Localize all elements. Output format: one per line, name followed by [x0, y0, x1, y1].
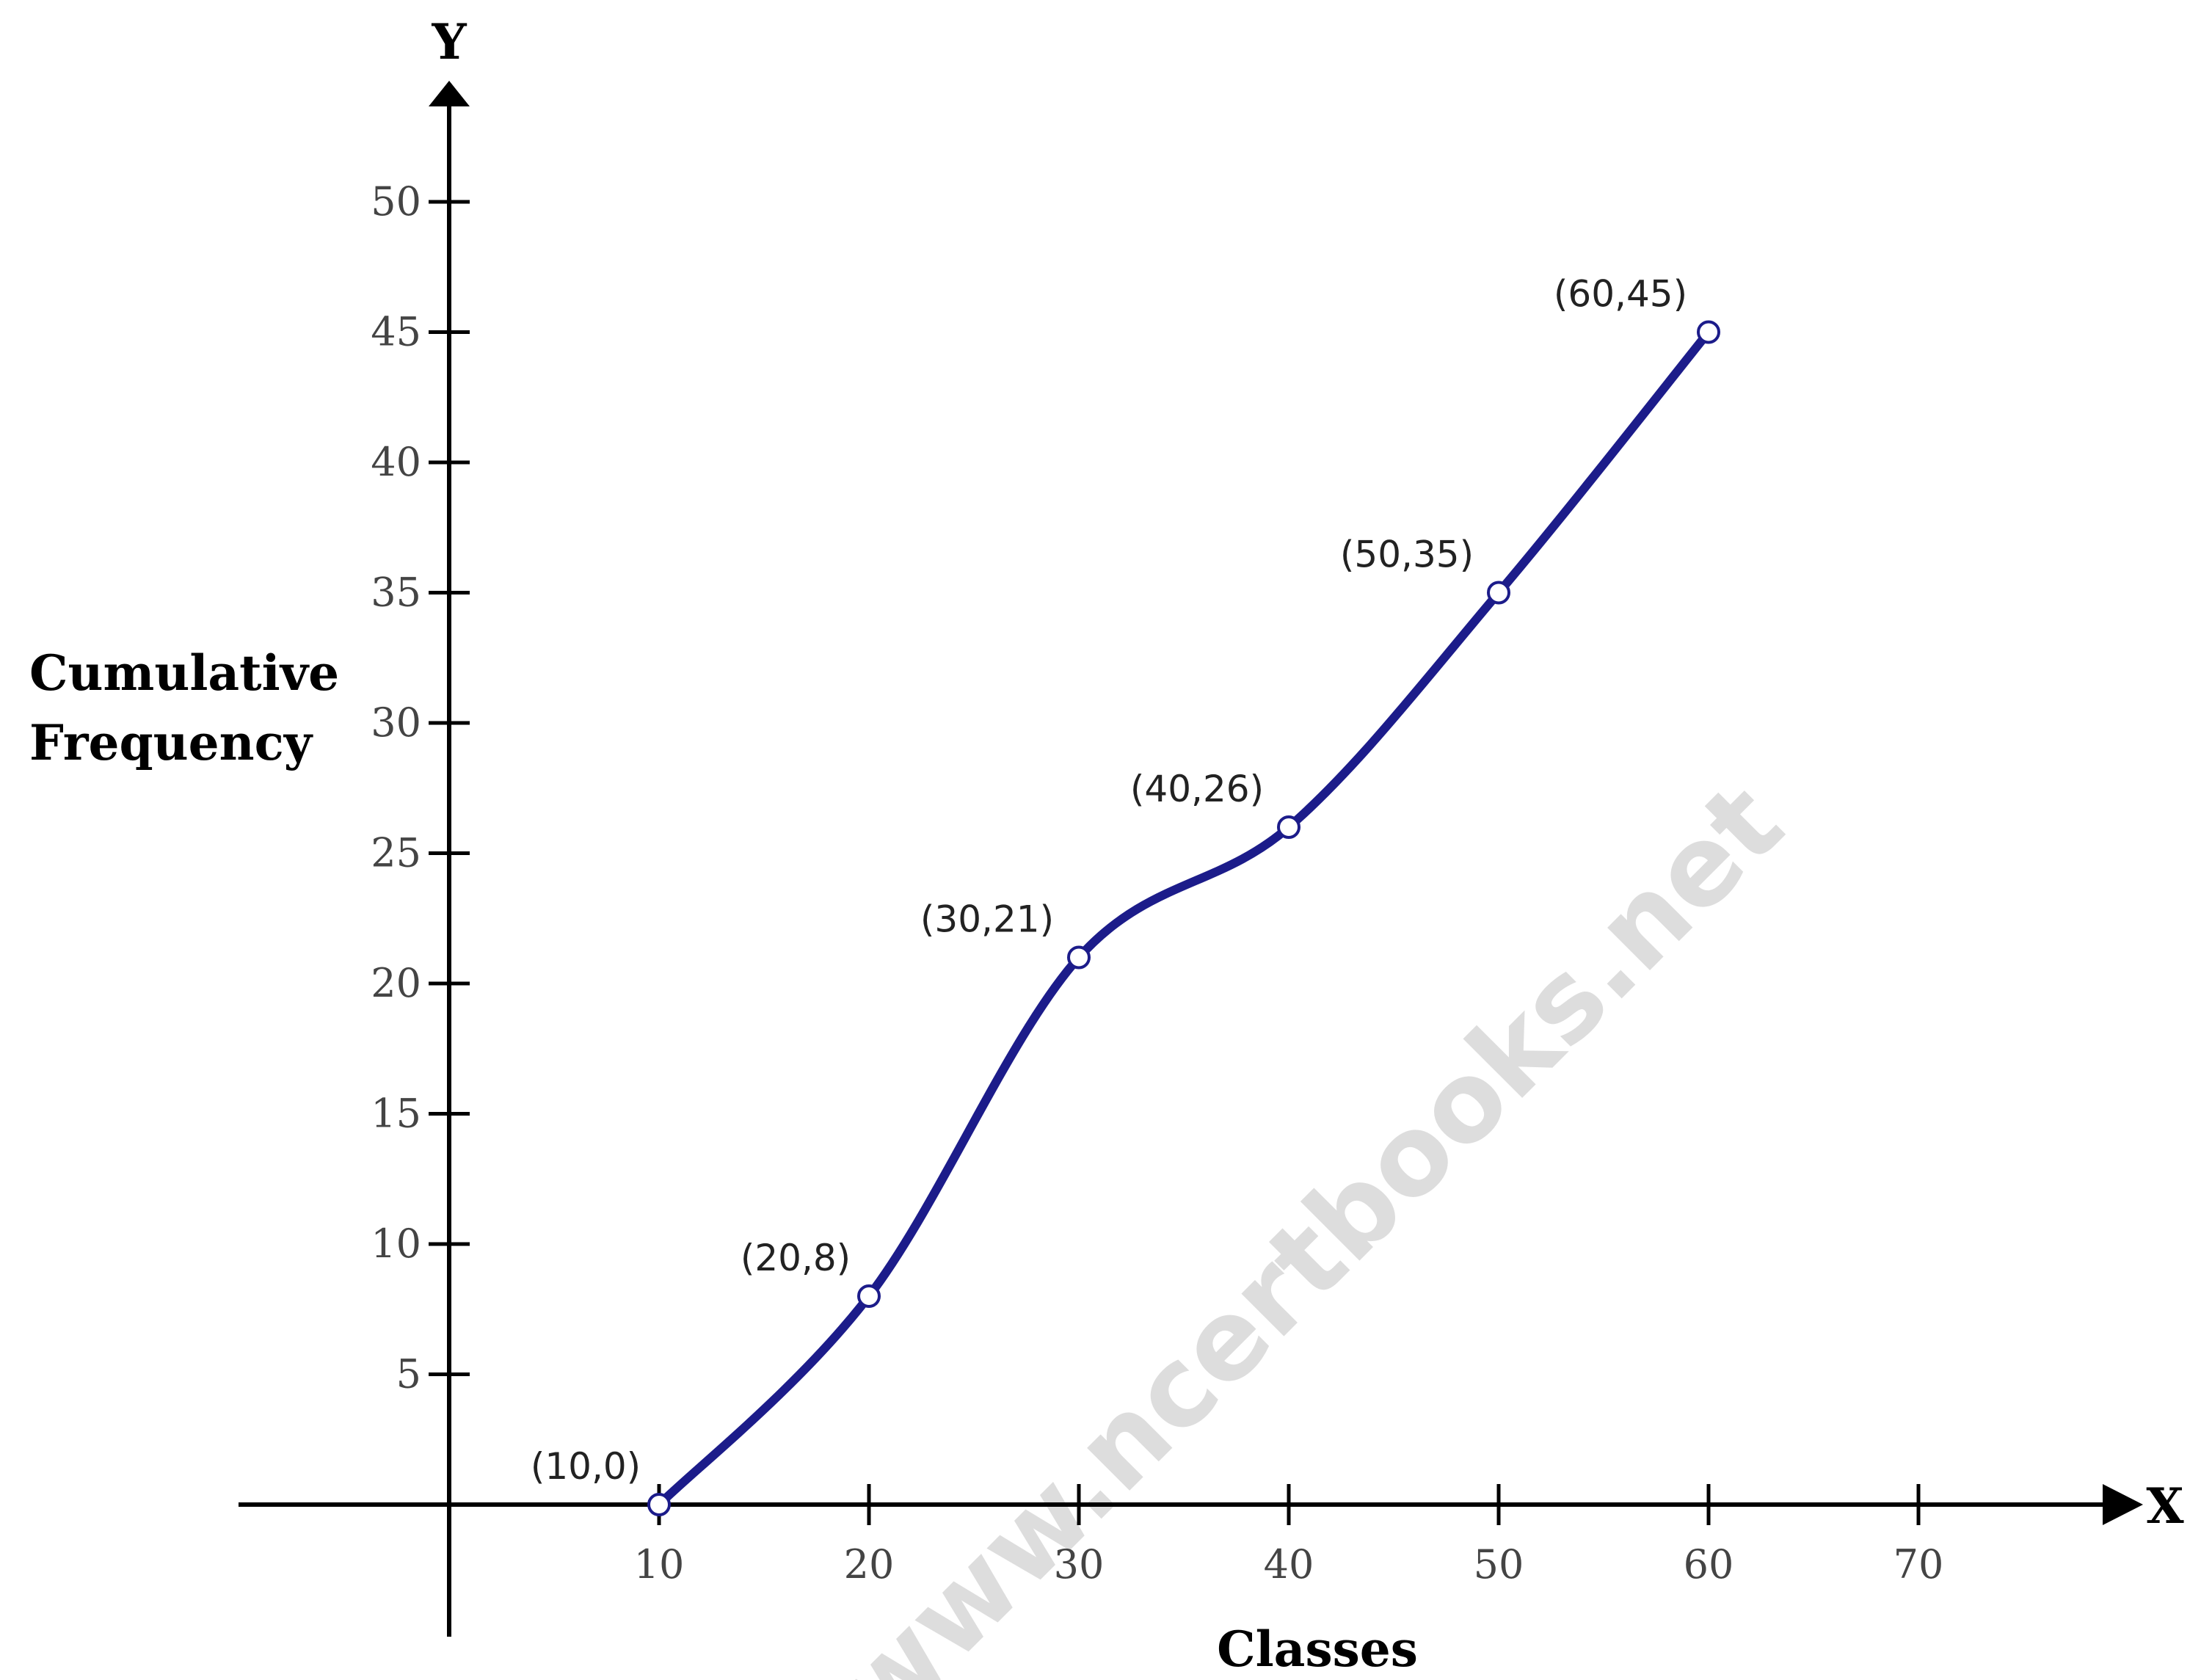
x-tick-label-60: 60: [1684, 1541, 1734, 1588]
data-point-3: [1277, 815, 1300, 839]
data-point-0: [647, 1493, 671, 1516]
data-label-1: (20,8): [741, 1237, 851, 1279]
data-point-5: [1697, 320, 1720, 344]
x-tick-label-30: 30: [1054, 1541, 1105, 1588]
data-points: [647, 320, 1720, 1516]
series-layer: [655, 327, 1713, 1509]
data-labels: (10,0) (20,8) (30,21) (40,26) (50,35) (60,45): [531, 273, 1687, 1488]
axes: [239, 81, 2143, 1637]
y-tick-label-25: 25: [371, 830, 421, 876]
data-label-3: (40,26): [1130, 768, 1264, 810]
data-point-2: [1067, 945, 1091, 970]
y-tick-label-5: 5: [396, 1351, 421, 1397]
y-tick-label-20: 20: [371, 960, 421, 1006]
data-label-2: (30,21): [920, 898, 1054, 941]
x-tick-label-50: 50: [1474, 1541, 1524, 1588]
x-tick-label-40: 40: [1264, 1541, 1314, 1588]
data-label-5: (60,45): [1554, 273, 1687, 316]
y-axis-title-line-2: Frequency: [29, 714, 313, 771]
x-tick-label-20: 20: [844, 1541, 895, 1588]
y-tick-label-15: 15: [371, 1091, 421, 1137]
x-tick-label-70: 70: [1893, 1541, 1944, 1588]
series-line: [655, 327, 1713, 1509]
y-axis-arrow: [429, 81, 470, 106]
y-axis-title-line-1: Cumulative: [29, 644, 339, 702]
x-axis-title: Classes: [1217, 1621, 1418, 1678]
y-tick-label-30: 30: [371, 699, 421, 746]
x-axis-arrow: [2103, 1484, 2143, 1525]
data-point-1: [857, 1284, 881, 1308]
y-axis-letter: Y: [431, 13, 467, 70]
y-tick-label-50: 50: [371, 178, 421, 225]
x-axis-letter: X: [2146, 1477, 2184, 1535]
data-point-4: [1487, 581, 1510, 605]
y-tick-label-40: 40: [371, 439, 421, 485]
y-tick-label-45: 45: [371, 309, 421, 355]
data-label-4: (50,35): [1340, 534, 1474, 576]
y-tick-label-10: 10: [371, 1221, 421, 1267]
data-label-0: (10,0): [531, 1445, 641, 1488]
ticks: 10 20 30 40 50 60 70 5 10 15 20 25 30 35 40 45 50: [371, 178, 1943, 1588]
y-tick-label-35: 35: [371, 570, 421, 616]
x-tick-label-10: 10: [634, 1541, 685, 1588]
